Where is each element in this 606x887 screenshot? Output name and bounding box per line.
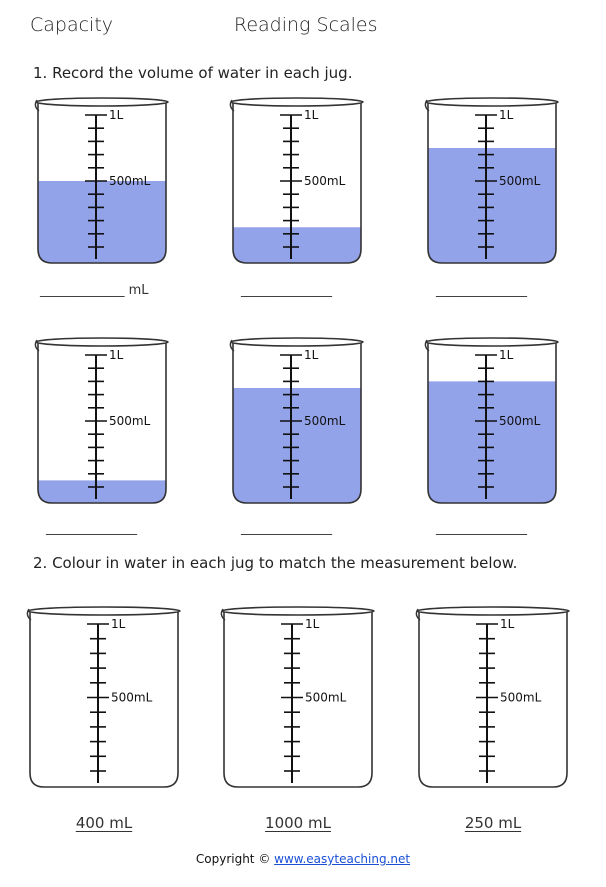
water-fill <box>38 181 166 263</box>
answer-line-4[interactable]: ______________ <box>46 521 137 536</box>
worksheet-subject: Capacity <box>30 14 114 36</box>
water-fill <box>233 388 361 503</box>
jug-outline <box>37 342 167 504</box>
target-volume-2: 1000 mL <box>265 814 331 832</box>
scale-label-1l: 1L <box>500 617 515 631</box>
jug-6: 1L 500mL <box>424 337 559 504</box>
target-volume-3: 250 mL <box>464 814 522 832</box>
scale-label-1l: 1L <box>304 348 319 362</box>
jug-2: 1L 500mL <box>229 97 364 264</box>
jug-rim <box>425 97 559 107</box>
jug-spout <box>415 608 421 621</box>
jug-spout <box>26 608 32 621</box>
jug-9[interactable]: 1L 500mL <box>413 601 573 791</box>
jug-4: 1L 500mL <box>34 337 169 504</box>
jug-rim <box>27 606 181 616</box>
jug-outline <box>232 342 362 504</box>
scale-label-500ml: 500mL <box>109 174 151 188</box>
jug-outline <box>37 102 167 264</box>
water-fill <box>428 148 556 263</box>
water-fill <box>233 227 361 263</box>
water-fill <box>428 381 556 503</box>
jug-5: 1L 500mL <box>229 337 364 504</box>
jug-outline <box>232 102 362 264</box>
answer-line-3[interactable]: ______________ <box>436 283 527 298</box>
answer-line-5[interactable]: ______________ <box>241 521 332 536</box>
scale-label-500ml: 500mL <box>109 414 151 428</box>
scale-label-1l: 1L <box>499 348 514 362</box>
scale-label-500ml: 500mL <box>499 414 541 428</box>
jug-spout <box>34 339 40 352</box>
scale-label-1l: 1L <box>499 108 514 122</box>
jug-outline <box>427 102 557 264</box>
jug-spout <box>220 608 226 621</box>
scale-label-500ml: 500mL <box>500 691 542 705</box>
jug-rim <box>35 97 169 107</box>
copyright-footer: Copyright © www.easyteaching.net <box>0 852 606 866</box>
jug-7[interactable]: 1L 500mL <box>24 601 184 791</box>
jug-1: 1L 500mL <box>34 97 169 264</box>
jug-rim <box>230 97 364 107</box>
answer-line-2[interactable]: ______________ <box>241 283 332 298</box>
jug-spout <box>229 99 235 112</box>
water-fill <box>38 480 166 503</box>
jug-spout <box>34 99 40 112</box>
worksheet-title: Reading Scales <box>234 14 378 36</box>
copyright-text: Copyright © <box>195 852 275 866</box>
answer-line-6[interactable]: ______________ <box>436 521 527 536</box>
jug-3: 1L 500mL <box>424 97 559 264</box>
jug-outline <box>418 611 568 788</box>
scale-label-500ml: 500mL <box>304 414 346 428</box>
scale-label-1l: 1L <box>305 617 320 631</box>
jug-rim <box>425 337 559 347</box>
website-link[interactable]: www.easyteaching.net <box>274 852 411 866</box>
jug-outline <box>427 342 557 504</box>
jug-rim <box>221 606 375 616</box>
answer-line-1[interactable]: _____________ mL <box>40 283 149 298</box>
scale-label-500ml: 500mL <box>305 691 347 705</box>
scale-label-500ml: 500mL <box>304 174 346 188</box>
scale-label-1l: 1L <box>109 348 124 362</box>
target-volume-1: 400 mL <box>75 814 133 832</box>
jug-8[interactable]: 1L 500mL <box>218 601 378 791</box>
jug-rim <box>35 337 169 347</box>
scale-label-1l: 1L <box>111 617 126 631</box>
jug-spout <box>424 339 430 352</box>
jug-spout <box>229 339 235 352</box>
scale-label-500ml: 500mL <box>499 174 541 188</box>
scale-label-1l: 1L <box>304 108 319 122</box>
jug-outline <box>29 611 179 788</box>
scale-label-500ml: 500mL <box>111 691 153 705</box>
jug-spout <box>424 99 430 112</box>
scale-label-1l: 1L <box>109 108 124 122</box>
jug-rim <box>230 337 364 347</box>
question-1: 1. Record the volume of water in each ju… <box>33 64 353 82</box>
question-2: 2. Colour in water in each jug to match … <box>33 554 518 572</box>
jug-rim <box>416 606 570 616</box>
jug-outline <box>223 611 373 788</box>
